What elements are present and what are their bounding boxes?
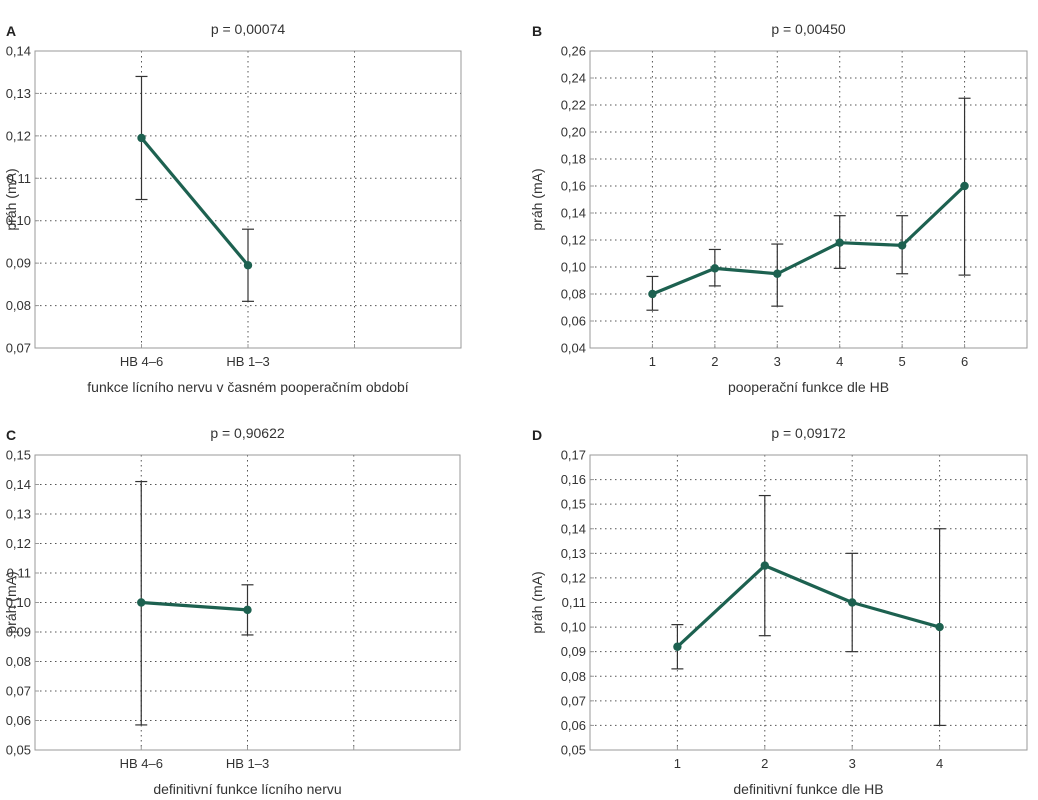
x-tick-label: 1 — [674, 756, 681, 771]
y-tick-label: 0,07 — [6, 341, 31, 356]
x-axis-label: funkce lícního nervu v časném pooperační… — [87, 379, 409, 395]
panel-letter: B — [532, 23, 542, 39]
x-tick-label: 4 — [836, 354, 843, 369]
y-tick-label: 0,08 — [561, 669, 586, 684]
data-point — [710, 264, 720, 273]
y-axis-label: práh (mA) — [529, 168, 545, 230]
x-tick-label: 3 — [774, 354, 781, 369]
data-point — [760, 561, 769, 570]
y-tick-label: 0,10 — [6, 213, 31, 228]
y-tick-label: 0,20 — [561, 125, 586, 140]
y-tick-label: 0,11 — [7, 566, 31, 581]
y-tick-label: 0,26 — [561, 44, 586, 59]
y-tick-label: 0,12 — [561, 233, 586, 248]
y-tick-label: 0,16 — [561, 179, 586, 194]
data-point — [935, 622, 944, 632]
y-tick-label: 0,05 — [6, 743, 31, 758]
y-tick-label: 0,22 — [561, 98, 586, 113]
y-tick-label: 0,09 — [6, 256, 31, 271]
data-point — [835, 238, 844, 247]
chart-title: p = 0,00450 — [771, 21, 846, 37]
y-tick-label: 0,10 — [561, 620, 586, 635]
y-axis-label: práh (mA) — [3, 168, 19, 230]
y-tick-label: 0,15 — [6, 448, 31, 463]
data-point — [960, 181, 969, 191]
y-tick-label: 0,11 — [7, 171, 31, 186]
y-tick-label: 0,16 — [561, 472, 586, 487]
plot-frame — [589, 454, 1028, 751]
y-tick-label: 0,12 — [6, 536, 31, 551]
y-tick-label: 0,17 — [561, 448, 586, 463]
y-tick-label: 0,08 — [6, 298, 31, 313]
y-tick-label: 0,11 — [562, 595, 586, 610]
y-tick-label: 0,10 — [561, 260, 586, 275]
y-tick-label: 0,08 — [561, 287, 586, 302]
y-tick-label: 0,07 — [561, 693, 586, 708]
x-tick-label: HB 1–3 — [226, 756, 269, 771]
y-tick-label: 0,13 — [6, 507, 31, 522]
x-axis-label: definitivní funkce dle HB — [733, 781, 883, 797]
y-tick-label: 0,09 — [6, 625, 31, 640]
y-tick-label: 0,14 — [561, 521, 586, 536]
chart-title: p = 0,90622 — [210, 425, 285, 441]
plot-frame — [34, 50, 462, 349]
y-axis-label: práh (mA) — [529, 571, 545, 633]
data-point — [848, 598, 857, 607]
x-tick-label: 2 — [761, 756, 768, 771]
y-tick-label: 0,12 — [561, 570, 586, 585]
data-point — [897, 241, 907, 250]
x-tick-label: 2 — [711, 354, 718, 369]
y-tick-label: 0,15 — [561, 497, 586, 512]
y-tick-label: 0,13 — [561, 546, 586, 561]
series-line — [651, 184, 966, 296]
y-tick-label: 0,09 — [561, 644, 586, 659]
y-tick-label: 0,08 — [6, 654, 31, 669]
chart-title: p = 0,00074 — [211, 21, 286, 37]
x-tick-label: HB 1–3 — [226, 354, 269, 369]
series-line — [676, 564, 941, 648]
y-axis-label: práh (mA) — [3, 571, 19, 633]
x-axis-label: definitivní funkce lícního nervu — [153, 781, 341, 797]
y-tick-label: 0,06 — [561, 314, 586, 329]
panel-letter: C — [6, 427, 16, 443]
x-tick-label: 1 — [649, 354, 656, 369]
series-line — [141, 600, 248, 612]
series-line — [140, 136, 250, 267]
y-tick-label: 0,10 — [6, 595, 31, 610]
plot-frame — [589, 50, 1028, 349]
y-tick-label: 0,14 — [6, 44, 31, 59]
y-tick-label: 0,05 — [561, 743, 586, 758]
chart-title: p = 0,09172 — [771, 425, 846, 441]
x-tick-label: 3 — [849, 756, 856, 771]
x-tick-label: HB 4–6 — [120, 354, 163, 369]
y-tick-label: 0,06 — [561, 718, 586, 733]
y-tick-label: 0,18 — [561, 152, 586, 167]
data-point — [648, 289, 657, 299]
data-point — [137, 598, 146, 607]
x-tick-label: 6 — [961, 354, 968, 369]
y-tick-label: 0,06 — [6, 713, 31, 728]
y-tick-label: 0,14 — [561, 206, 586, 221]
data-point — [773, 269, 782, 278]
y-tick-label: 0,12 — [6, 128, 31, 143]
panel-letter: A — [6, 23, 16, 39]
y-tick-label: 0,24 — [561, 71, 586, 86]
x-tick-label: HB 4–6 — [120, 756, 163, 771]
data-point — [243, 261, 253, 270]
x-axis-label: pooperační funkce dle HB — [728, 379, 889, 395]
panel-letter: D — [532, 427, 542, 443]
data-point — [243, 605, 252, 615]
y-tick-label: 0,13 — [6, 86, 31, 101]
data-point — [673, 642, 682, 651]
data-point — [137, 133, 146, 143]
plot-frame — [34, 454, 461, 751]
x-tick-label: 4 — [936, 756, 943, 771]
y-tick-label: 0,14 — [6, 477, 31, 492]
x-tick-label: 5 — [899, 354, 906, 369]
y-tick-label: 0,07 — [6, 684, 31, 699]
y-tick-label: 0,04 — [561, 341, 586, 356]
